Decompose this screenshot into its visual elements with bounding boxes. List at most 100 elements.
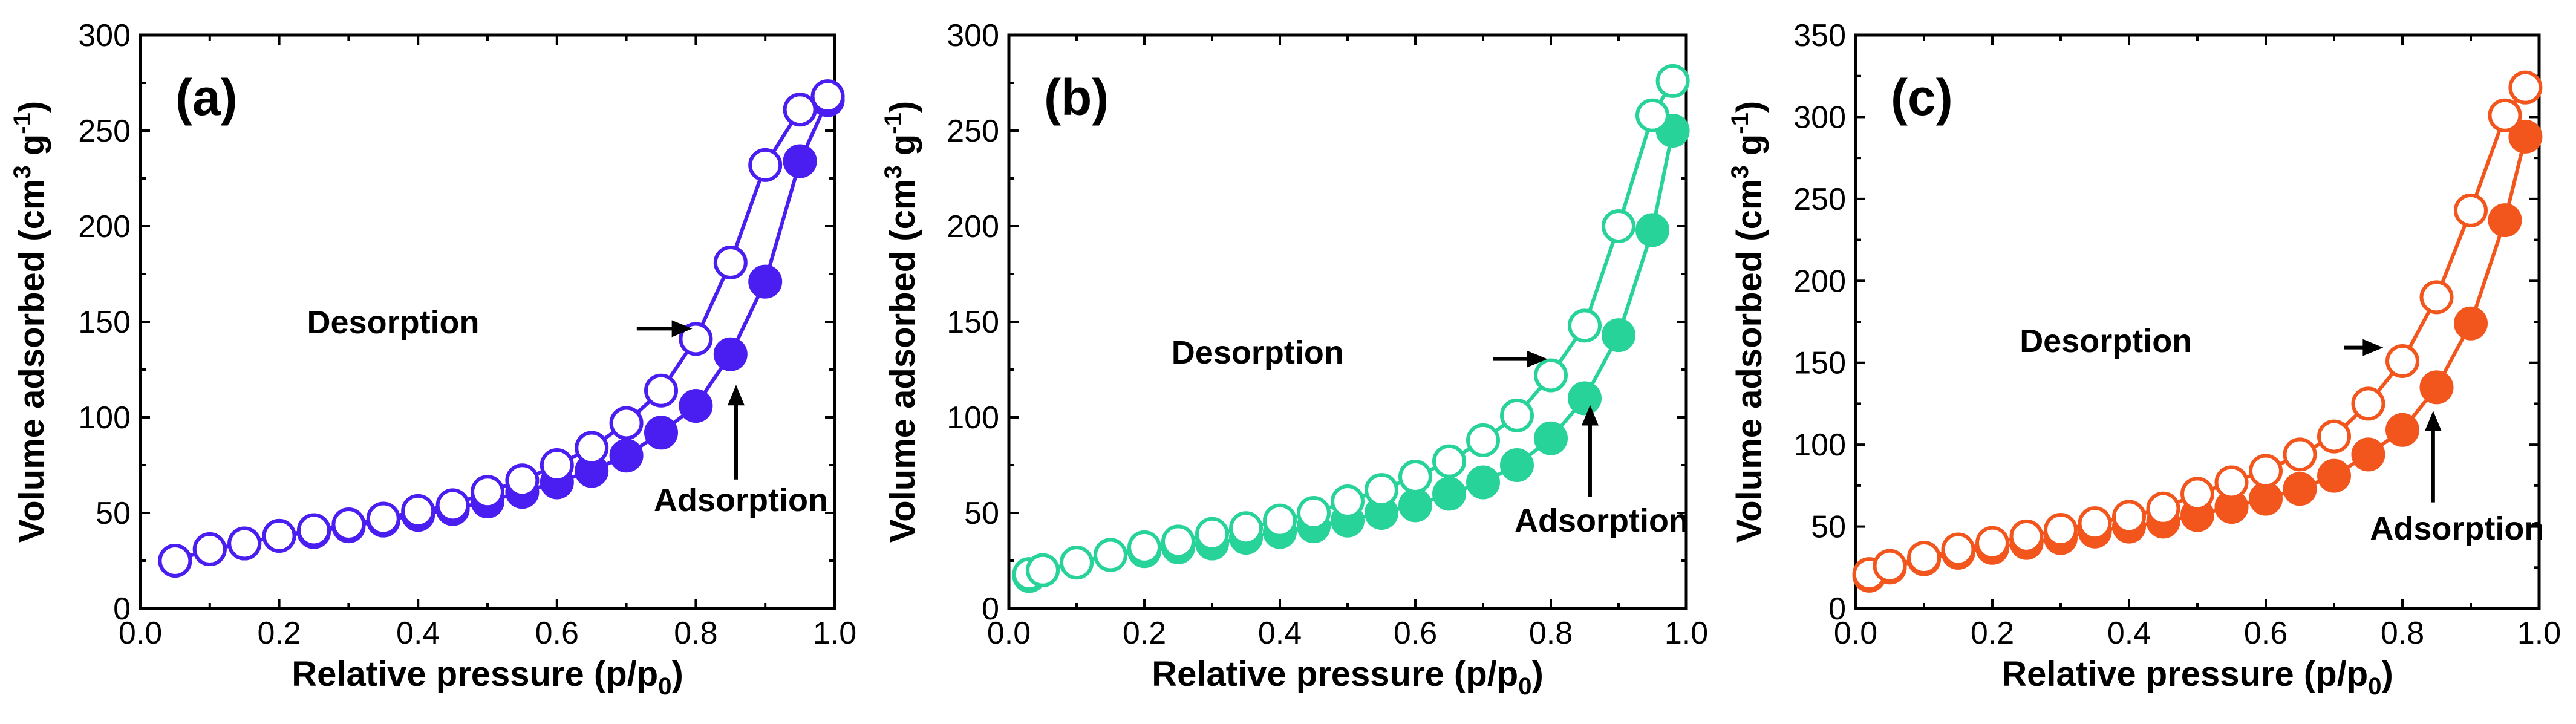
y-tick-label: 150 [78,305,131,340]
adsorption-point [2508,119,2543,154]
desorption-point [2419,280,2454,315]
desorption-annotation-label: Desorption [307,304,480,341]
desorption-point [192,532,227,567]
adsorption-point [2283,472,2317,506]
adsorption-point [2488,203,2522,238]
y-tick-label: 50 [1811,510,1846,545]
adsorption-point [2351,437,2385,472]
y-axis-title-close: ) [12,101,51,113]
y-axis-title-mid: g [1730,134,1769,166]
desorption-point [297,513,331,547]
x-axis-title-main: Relative pressure (p/p [292,654,658,694]
desorption-point [1127,530,1161,564]
adsorption-point [713,337,748,371]
adsorption-point [2419,370,2454,405]
y-axis-title-main: Volume adsorbed (cm [12,179,51,543]
desorption-point [679,322,713,356]
panel-a: 0.0 0.2 0.4 0.6 0.8 1.0 0 50 100 150 200 250 300 Rela… [9,18,856,700]
y-axis-title-close: ) [883,101,922,113]
x-tick-label: 0.0 [987,616,1031,651]
x-tick-label: 0.8 [2381,616,2424,651]
x-tick-label: 0.0 [1834,616,1877,651]
x-axis-title-close: ) [671,654,683,694]
desorption-point [2180,477,2214,511]
y-axis-title-close: ) [1730,101,1769,113]
desorption-point [2146,491,2180,526]
y-axis-title-mid: g [12,134,51,166]
desorption-arrow-head [671,320,693,338]
desorption-point [1975,526,2009,560]
y-tick-label: 100 [78,400,131,435]
desorption-point [471,475,504,509]
x-axis-title: Relative pressure (p/p0) [292,654,683,700]
adsorption-point [1602,318,1635,353]
panel-label: (a) [175,69,238,126]
y-tick-label: 0 [1828,592,1846,627]
plot-frame [139,33,836,610]
x-axis-title-main: Relative pressure (p/p [1152,654,1518,694]
adsorption-point [2454,306,2488,341]
x-axis-title-close: ) [2381,654,2393,694]
desorption-point [1635,98,1669,132]
x-tick-label: 0.4 [396,616,440,651]
y-tick-label: 100 [1793,428,1846,463]
desorption-point [2454,193,2488,227]
x-tick-label: 1.0 [1665,616,1708,651]
desorption-point [1568,308,1602,343]
y-axis-title-main: Volume adsorbed (cm [883,179,922,543]
x-tick-label: 0.4 [2107,616,2151,651]
x-axis-title-sub: 0 [658,673,671,700]
desorption-point [609,406,644,440]
x-axis-title-sub: 0 [1518,673,1531,700]
desorption-point [1161,524,1195,559]
adsorption-point [2317,458,2351,493]
desorption-point [810,79,845,114]
desorption-point [366,501,400,536]
y-axis-title-sup2: -1 [880,113,907,134]
y-tick-label: 50 [964,496,999,531]
adsorption-arrow-head [2424,410,2442,431]
y-axis-title-sup1: 3 [880,165,907,178]
y-tick-label: 200 [78,209,131,244]
x-axis-title: Relative pressure (p/p0) [2001,654,2393,700]
desorption-point [1602,209,1635,243]
desorption-point [2044,512,2078,547]
desorption-point [1229,511,1263,546]
adsorption-arrow-head [727,385,745,406]
x-tick-label: 1.0 [813,616,856,651]
desorption-point [2508,70,2543,105]
desorption-point [2009,519,2044,553]
y-axis-title-sup1: 3 [1727,165,1753,178]
y-axis-title-sup1: 3 [9,165,36,178]
adsorption-arrow-head [1581,405,1599,426]
x-tick-label: 0.2 [257,616,301,651]
desorption-point [1365,473,1398,507]
desorption-point [1873,549,1907,583]
desorption-point [1500,398,1534,432]
desorption-point [2317,419,2351,454]
desorption-point [1297,496,1331,530]
y-tick-label: 150 [1793,346,1846,381]
x-tick-label: 0.0 [119,616,162,651]
desorption-point [1534,358,1568,393]
adsorption-point [1568,381,1602,416]
desorption-annotation-label: Desorption [2020,323,2192,359]
desorption-point [1655,64,1690,98]
adsorption-point [1534,421,1568,455]
y-tick-label: 200 [1793,264,1846,299]
y-tick-label: 250 [78,114,131,149]
adsorption-point [1635,213,1669,247]
x-axis-title: Relative pressure (p/p0) [1152,654,1544,700]
x-tick-label: 0.8 [1529,616,1573,651]
adsorption-point [1398,488,1432,523]
desorption-point [435,488,470,523]
desorption-point [2112,500,2146,534]
adsorption-point [609,439,644,473]
y-axis-title-mid: g [883,134,922,166]
desorption-point [401,494,435,528]
y-tick-label: 150 [947,305,999,340]
panel-label: (b) [1044,69,1109,126]
desorption-point [505,463,540,498]
x-tick-label: 0.8 [674,616,717,651]
